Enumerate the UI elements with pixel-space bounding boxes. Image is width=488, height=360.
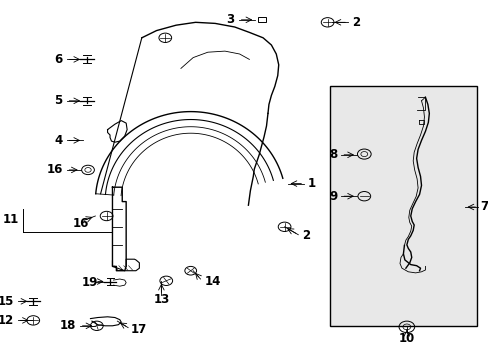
Text: 16: 16 — [46, 163, 62, 176]
Text: 8: 8 — [328, 148, 337, 161]
Text: 9: 9 — [328, 190, 337, 203]
Bar — [329, 86, 476, 326]
Text: 1: 1 — [307, 177, 316, 190]
Text: 14: 14 — [204, 275, 220, 288]
Text: 6: 6 — [54, 53, 62, 66]
Text: 10: 10 — [398, 332, 414, 345]
Text: 12: 12 — [0, 314, 14, 327]
Text: 2: 2 — [302, 229, 310, 242]
Text: 13: 13 — [153, 293, 169, 306]
Bar — [258, 17, 265, 22]
Text: 18: 18 — [60, 319, 76, 332]
Text: 7: 7 — [479, 201, 488, 213]
Text: 19: 19 — [82, 276, 98, 289]
Text: 16: 16 — [72, 217, 88, 230]
Text: 2: 2 — [351, 16, 360, 29]
Text: 17: 17 — [131, 323, 147, 336]
Text: 15: 15 — [0, 295, 14, 308]
Text: 3: 3 — [226, 13, 234, 26]
Text: 5: 5 — [54, 94, 62, 107]
Text: 4: 4 — [54, 134, 62, 147]
Text: 11: 11 — [2, 213, 19, 226]
